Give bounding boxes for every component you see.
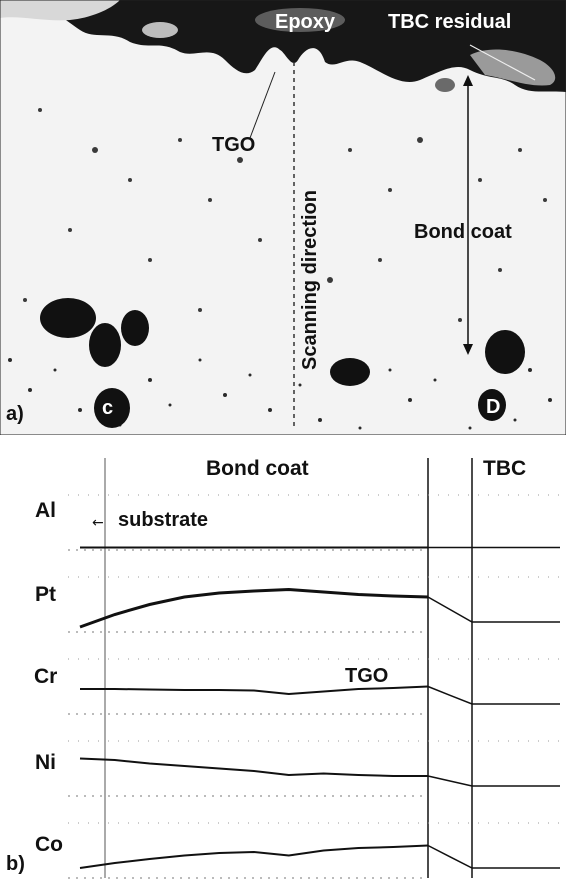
- panel-b-label: b): [6, 853, 25, 875]
- trace-pt: [79, 587, 429, 629]
- bond-coat-label: Bond coat: [414, 221, 512, 243]
- arrowhead: [463, 75, 473, 86]
- substrate-label: substrate: [118, 509, 209, 531]
- element-label-co: Co: [35, 833, 63, 856]
- element-label-ni: Ni: [35, 751, 56, 774]
- interdiffusion-zone-speckle: [8, 358, 552, 430]
- substrate-arrow-icon: ←: [92, 515, 104, 531]
- tbc-leader-line: [469, 44, 536, 81]
- element-label-cr: Cr: [34, 665, 58, 688]
- marker-d: D: [486, 396, 501, 418]
- header-tbc: TBC: [483, 457, 527, 480]
- tbc-trace-cr: [427, 685, 560, 705]
- traces: [79, 546, 560, 869]
- tbc-trace-pt: [427, 596, 560, 623]
- element-label-pt: Pt: [35, 583, 56, 606]
- tbc-fragment: [435, 78, 455, 92]
- marker-c: c: [102, 397, 114, 419]
- bond-coat-region: [0, 0, 566, 435]
- tbc-fragment: [255, 8, 345, 32]
- tbc-fragment: [0, 0, 120, 21]
- tgo-leader-line: [249, 71, 276, 139]
- tgo-label: TGO: [212, 134, 256, 156]
- tgo-label-b: TGO: [345, 665, 389, 687]
- epoxy-label: Epoxy: [275, 11, 336, 33]
- tbc-trace-co: [427, 844, 560, 869]
- trace-co: [79, 844, 429, 869]
- header-bond-coat: Bond coat: [206, 457, 309, 480]
- arrowhead: [463, 344, 473, 355]
- micrograph-panel: [0, 0, 566, 435]
- tbc-fragment: [142, 22, 178, 38]
- bond-coat-particles: [23, 108, 547, 322]
- trace-cr: [80, 685, 429, 696]
- dotted-gridlines: [68, 494, 560, 824]
- tbc-residual-label: TBC residual: [388, 11, 512, 33]
- tbc-trace-ni: [427, 775, 560, 787]
- baselines: [68, 549, 428, 879]
- epoxy-region: [0, 0, 566, 92]
- element-label-al: Al: [35, 499, 56, 522]
- trace-ni: [79, 757, 428, 777]
- panel-a-label: a): [6, 403, 24, 425]
- precipitates: [40, 298, 525, 428]
